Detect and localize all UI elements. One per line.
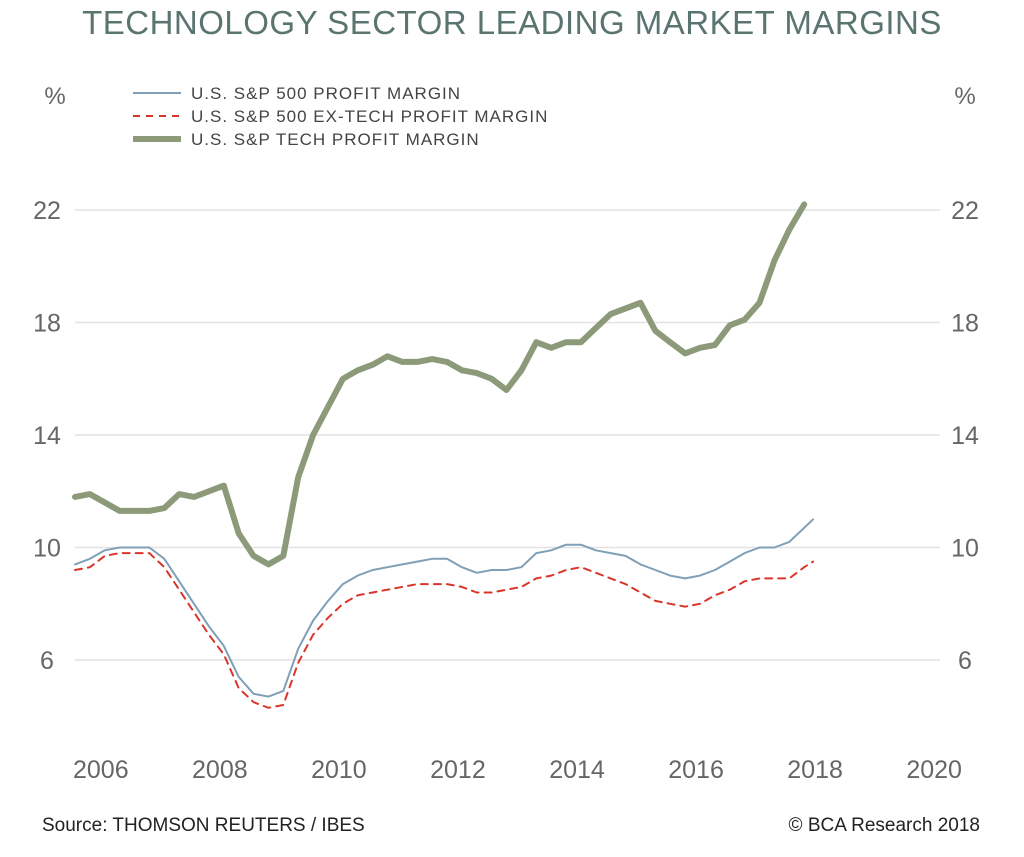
y-tick-right-10: 10 <box>951 535 979 563</box>
x-tick-2006: 2006 <box>73 756 129 784</box>
x-tick-2020: 2020 <box>906 756 962 784</box>
footer-copyright: © BCA Research 2018 <box>788 815 980 836</box>
series-line-3 <box>72 201 808 568</box>
y-unit-right: % <box>954 83 975 110</box>
series-layer <box>72 201 815 709</box>
y-tick-right-14: 14 <box>951 422 979 450</box>
legend: U.S. S&P 500 PROFIT MARGIN U.S. S&P 500 E… <box>133 84 548 149</box>
footer-source: Source: THOMSON REUTERS / IBES <box>42 815 365 836</box>
x-tick-2016: 2016 <box>668 756 724 784</box>
y-tick-right-18: 18 <box>951 310 979 338</box>
tick-layer: 6 6 10 10 14 14 18 18 22 22% % 2006 2008 2010 2012 2014… <box>33 83 979 784</box>
series-line-1 <box>74 518 815 698</box>
chart-title: TECHNOLOGY SECTOR LEADING MARKET MARGINS <box>82 4 942 41</box>
series-line-2 <box>74 552 815 709</box>
grid-layer <box>75 209 940 661</box>
y-tick-left-10: 10 <box>33 535 61 563</box>
legend-label-1: U.S. S&P 500 PROFIT MARGIN <box>191 84 461 103</box>
x-tick-2014: 2014 <box>549 756 605 784</box>
x-tick-2012: 2012 <box>430 756 486 784</box>
y-tick-right-6: 6 <box>958 647 972 675</box>
x-tick-2008: 2008 <box>192 756 248 784</box>
legend-label-3: U.S. S&P TECH PROFIT MARGIN <box>191 130 480 149</box>
y-unit-left: % <box>44 83 65 110</box>
y-tick-left-22: 22 <box>33 197 61 225</box>
y-tick-left-14: 14 <box>33 422 61 450</box>
y-tick-left-6: 6 <box>40 647 54 675</box>
x-tick-2018: 2018 <box>787 756 843 784</box>
x-tick-2010: 2010 <box>311 756 367 784</box>
y-tick-left-18: 18 <box>33 310 61 338</box>
legend-label-2: U.S. S&P 500 EX-TECH PROFIT MARGIN <box>191 107 548 126</box>
y-tick-right-22: 22 <box>951 197 979 225</box>
